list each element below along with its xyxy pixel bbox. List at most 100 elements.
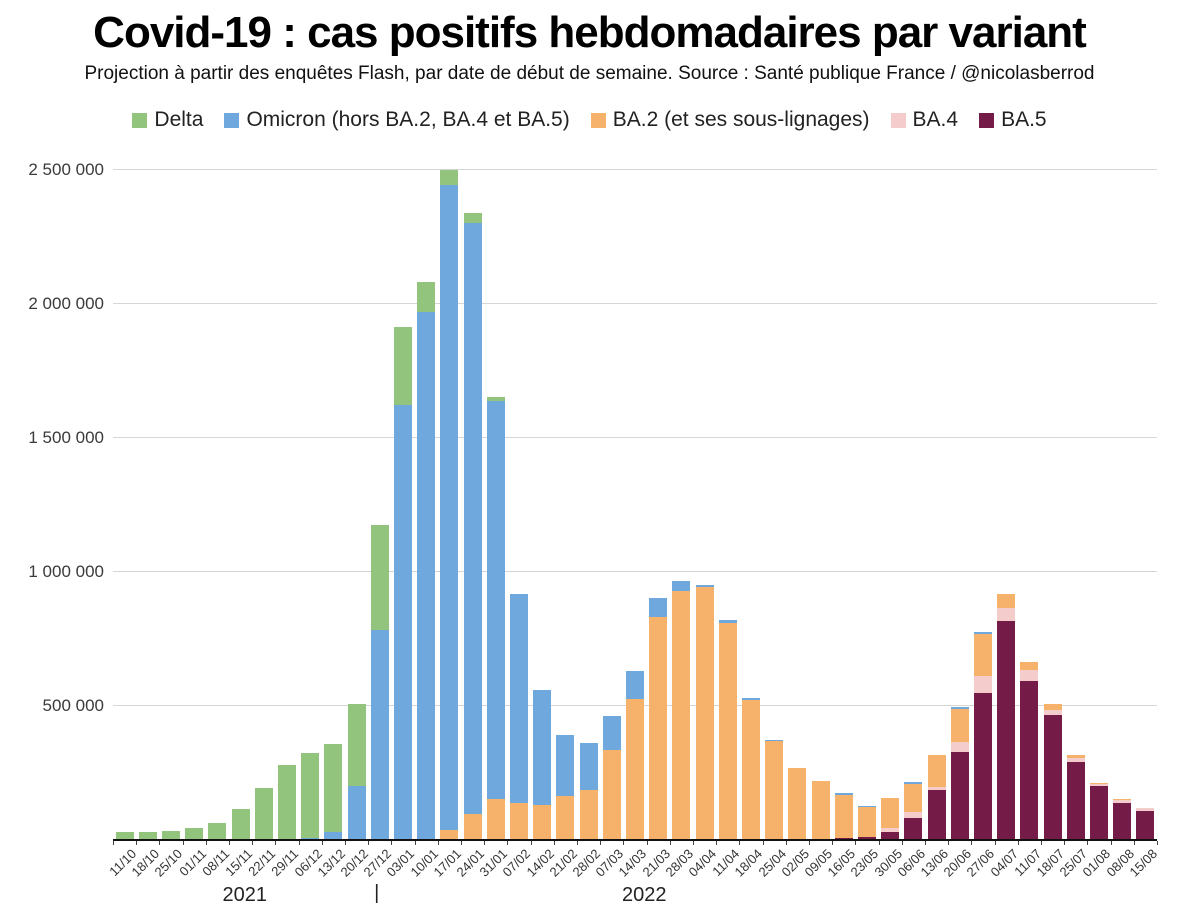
legend-swatch-icon <box>979 112 995 128</box>
bar-segment <box>533 804 552 839</box>
x-axis-tick <box>461 841 462 845</box>
bar-segment <box>1090 782 1108 784</box>
bar-segment <box>788 767 807 839</box>
bar-segment <box>997 594 1016 608</box>
bar-segment <box>881 832 900 839</box>
legend-item: Omicron (hors BA.2, BA.4 et BA.5) <box>224 108 570 132</box>
x-axis-tick <box>716 841 718 845</box>
bar-segment <box>185 828 204 839</box>
bar-segment <box>278 765 296 839</box>
year-label: 2021 <box>222 884 268 906</box>
x-axis-tick <box>600 841 602 845</box>
bar-segment <box>417 311 436 839</box>
x-axis-tick <box>669 841 671 845</box>
bar-segment <box>626 698 644 839</box>
bar-segment <box>1136 808 1155 811</box>
x-axis-tick <box>275 841 277 845</box>
chart-legend: Delta Omicron (hors BA.2, BA.4 et BA.5) BA… <box>0 108 1179 132</box>
x-axis-tick <box>1133 841 1135 845</box>
bar-segment <box>301 837 320 839</box>
chart-title: Covid-19 : cas positifs hebdomadaires pa… <box>93 8 1087 57</box>
bar-segment <box>463 213 482 223</box>
bar-segment <box>765 741 784 839</box>
bar-segment <box>1113 800 1132 804</box>
bar-segment <box>927 787 946 791</box>
bar-segment <box>1113 803 1132 839</box>
x-axis-tick <box>321 841 323 845</box>
bar-segment <box>1020 669 1039 681</box>
x-axis-tick <box>113 841 114 845</box>
bar-segment <box>974 675 992 693</box>
bar-segment <box>370 629 389 839</box>
legend-label: BA.4 <box>912 108 959 131</box>
legend-swatch-icon <box>890 112 906 128</box>
bar-segment <box>695 584 714 588</box>
bar-segment <box>649 598 668 618</box>
x-axis-tick <box>623 841 625 845</box>
y-axis-label: 1 500 000 <box>28 428 104 447</box>
bar-segment <box>881 798 900 829</box>
bar-segment <box>672 580 691 591</box>
x-axis-tick <box>925 841 926 845</box>
gridline <box>113 303 1157 304</box>
bar-segment <box>440 829 459 839</box>
bar-segment <box>254 787 273 839</box>
legend-item: Delta <box>132 108 203 132</box>
legend-item: BA.4 <box>890 108 959 132</box>
x-axis-tick <box>368 841 370 845</box>
x-axis-tick <box>507 841 509 845</box>
bar-segment <box>997 607 1016 622</box>
bar-segment <box>997 621 1016 839</box>
bar-segment <box>858 806 876 837</box>
bar-segment <box>1043 709 1062 716</box>
bar-segment <box>556 735 575 797</box>
legend-item: BA.2 (et ses sous-lignages) <box>590 108 870 132</box>
bar-segment <box>533 690 552 805</box>
bar-segment <box>672 590 691 839</box>
bar-segment <box>834 794 853 838</box>
x-axis-tick <box>901 841 903 845</box>
x-axis-tick <box>1110 841 1112 845</box>
x-axis-tick <box>971 841 973 845</box>
bar-segment <box>834 837 853 839</box>
x-axis-tick <box>159 841 161 845</box>
bar-segment <box>370 525 389 630</box>
bar-segment <box>394 327 412 405</box>
bar-segment <box>1113 798 1132 801</box>
bar-segment <box>927 755 946 787</box>
gridline <box>113 169 1157 170</box>
x-axis-tick <box>136 841 138 845</box>
bar-segment <box>1066 754 1085 758</box>
bar-segment <box>1020 661 1039 670</box>
legend-swatch-icon <box>224 112 240 128</box>
bar-segment <box>718 620 737 624</box>
bar-segment <box>974 631 992 635</box>
legend-label: Omicron (hors BA.2, BA.4 et BA.5) <box>246 108 570 131</box>
bar-segment <box>1043 703 1062 710</box>
bar-segment <box>950 742 969 753</box>
bar-segment <box>1090 786 1108 839</box>
bar-segment <box>834 793 853 795</box>
x-axis-tick <box>577 841 578 845</box>
x-axis-tick <box>855 841 857 845</box>
bar-segment <box>742 698 760 700</box>
bar-segment <box>463 813 482 839</box>
bar-segment <box>486 798 505 839</box>
bar-segment <box>324 743 343 833</box>
bar-segment <box>765 740 784 742</box>
x-axis-tick <box>1064 841 1066 845</box>
bar-segment <box>1020 680 1039 839</box>
bar-segment <box>904 817 923 839</box>
x-axis-tick <box>530 841 532 845</box>
y-axis-label: 2 000 000 <box>28 294 104 313</box>
bar-segment <box>1090 783 1108 787</box>
bar-segment <box>1136 810 1155 839</box>
x-axis-tick <box>437 841 439 845</box>
x-axis-tick <box>994 841 996 845</box>
x-axis-tick <box>762 841 764 845</box>
legend-swatch-icon <box>590 112 606 128</box>
x-axis-tick <box>414 841 416 845</box>
x-axis-tick <box>832 841 834 845</box>
